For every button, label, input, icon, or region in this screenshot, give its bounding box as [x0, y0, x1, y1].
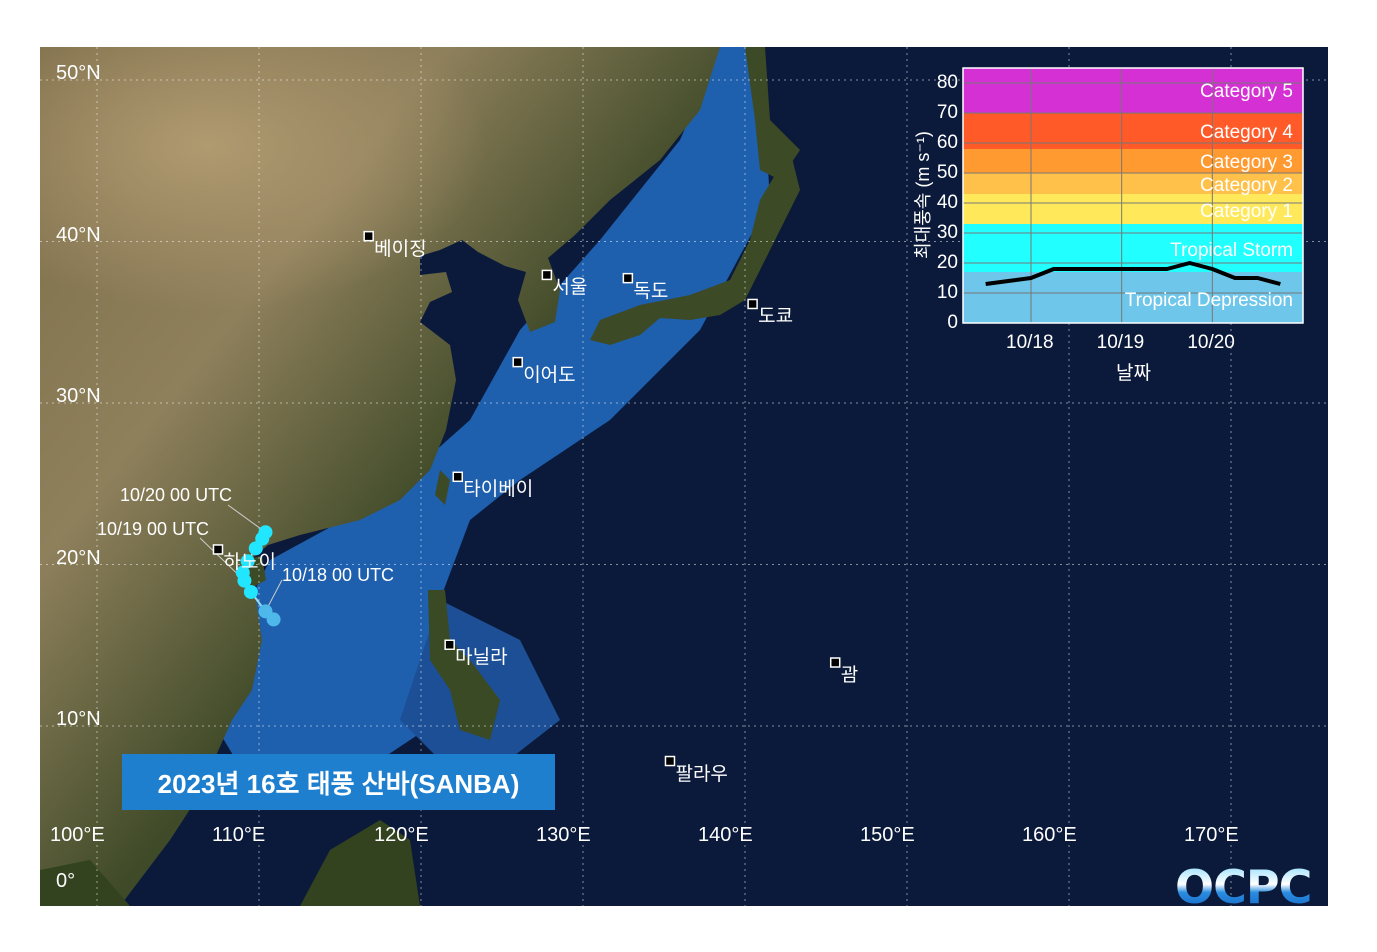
- land-philippines: [428, 590, 500, 740]
- city-marker: [829, 657, 841, 668]
- lat-label: 10°N: [56, 708, 101, 730]
- land-sakhalin-hokkaido: [745, 47, 800, 180]
- city-label: 서울: [552, 277, 588, 299]
- ocpc-logo: OCPC: [1175, 860, 1312, 914]
- band-category-1: [963, 194, 1303, 224]
- track-label-1020: 10/20 00 UTC: [120, 485, 233, 505]
- track-label-1018: 10/18 00 UTC: [282, 565, 395, 585]
- lon-label: 160°E: [1022, 824, 1077, 846]
- lat-label: 40°N: [56, 223, 101, 246]
- lon-label: 120°E: [374, 824, 429, 846]
- x-tick-label: 10/18: [1006, 332, 1054, 353]
- band-tropical-storm: [963, 224, 1303, 272]
- city-marker: [512, 356, 523, 368]
- track-point: [240, 554, 255, 569]
- desert-shading: [40, 47, 600, 377]
- y-tick-label: 30: [936, 222, 958, 243]
- city-label: 괌: [840, 665, 859, 686]
- city-label: 독도: [633, 280, 669, 302]
- lat-label: 20°N: [56, 546, 101, 569]
- track-point: [235, 565, 250, 580]
- lat-label: 30°N: [56, 385, 101, 407]
- land-borneo: [300, 820, 420, 906]
- city-label: 팔라우: [675, 763, 728, 785]
- city-label: 이어도: [523, 364, 576, 386]
- y-tick-label: 70: [936, 102, 958, 123]
- band-label: Tropical Depression: [1124, 290, 1293, 311]
- city-marker: [212, 544, 224, 555]
- chart-ylabel: 최대풍속 (m s⁻¹): [913, 131, 933, 259]
- band-category-3: [963, 149, 1303, 173]
- city-marker: [444, 639, 455, 650]
- shelf-sea: [200, 47, 770, 800]
- track-point: [258, 525, 273, 540]
- chart-xlabel: 날짜: [1116, 363, 1151, 384]
- y-tick-label: 0: [947, 312, 958, 333]
- y-tick-label: 60: [936, 132, 958, 153]
- city-marker: [664, 755, 676, 767]
- band-label: Category 4: [1200, 122, 1293, 143]
- lon-label: 100°E: [50, 824, 105, 846]
- lat-label: 0°: [56, 869, 76, 892]
- band-category-2: [963, 173, 1303, 194]
- city-marker: [747, 298, 758, 310]
- lon-label: 170°E: [1184, 824, 1239, 846]
- y-tick-label: 10: [936, 282, 958, 303]
- city-label: 타이베이: [463, 479, 534, 501]
- city-marker: [452, 471, 464, 483]
- x-tick-label: 10/19: [1096, 332, 1145, 353]
- land-sumatra: [40, 860, 130, 906]
- y-tick-label: 40: [936, 192, 958, 213]
- city-marker: [363, 230, 374, 242]
- band-label: Category 2: [1200, 175, 1293, 196]
- band-label: Category 3: [1200, 152, 1293, 173]
- lon-label: 140°E: [698, 824, 753, 846]
- storm-title: 2023년 16호 태풍 산바(SANBA): [122, 754, 555, 810]
- lon-label: 110°E: [212, 824, 266, 846]
- band-label: Category 1: [1200, 201, 1293, 222]
- lon-label: 150°E: [860, 824, 915, 846]
- city-label: 하노이: [223, 551, 276, 573]
- city-marker: [622, 272, 634, 284]
- track-point: [258, 604, 273, 619]
- max-wind-line: [985, 261, 1281, 286]
- chart-frame: [962, 67, 1304, 324]
- city-marker: [541, 269, 553, 281]
- city-markers: [212, 230, 841, 767]
- y-tick-label: 20: [936, 252, 958, 273]
- leader-line: [227, 504, 266, 533]
- city-label: 베이징: [374, 238, 427, 260]
- y-tick-label: 80: [936, 72, 958, 93]
- city-label: 도쿄: [758, 306, 794, 328]
- band-label: Category 5: [1200, 81, 1293, 102]
- land-taiwan: [435, 470, 450, 505]
- band-label: Tropical Storm: [1170, 240, 1293, 261]
- typhoon-track: [199, 504, 283, 627]
- y-tick-label: 50: [936, 162, 958, 183]
- track-point: [243, 584, 258, 599]
- track-label-1019: 10/19 00 UTC: [97, 519, 210, 539]
- x-tick-label: 10/20: [1187, 332, 1235, 353]
- lon-label: 130°E: [536, 824, 591, 846]
- city-label: 마닐라: [455, 647, 508, 669]
- lat-label: 50°N: [56, 62, 101, 84]
- band-category-5: [963, 68, 1303, 113]
